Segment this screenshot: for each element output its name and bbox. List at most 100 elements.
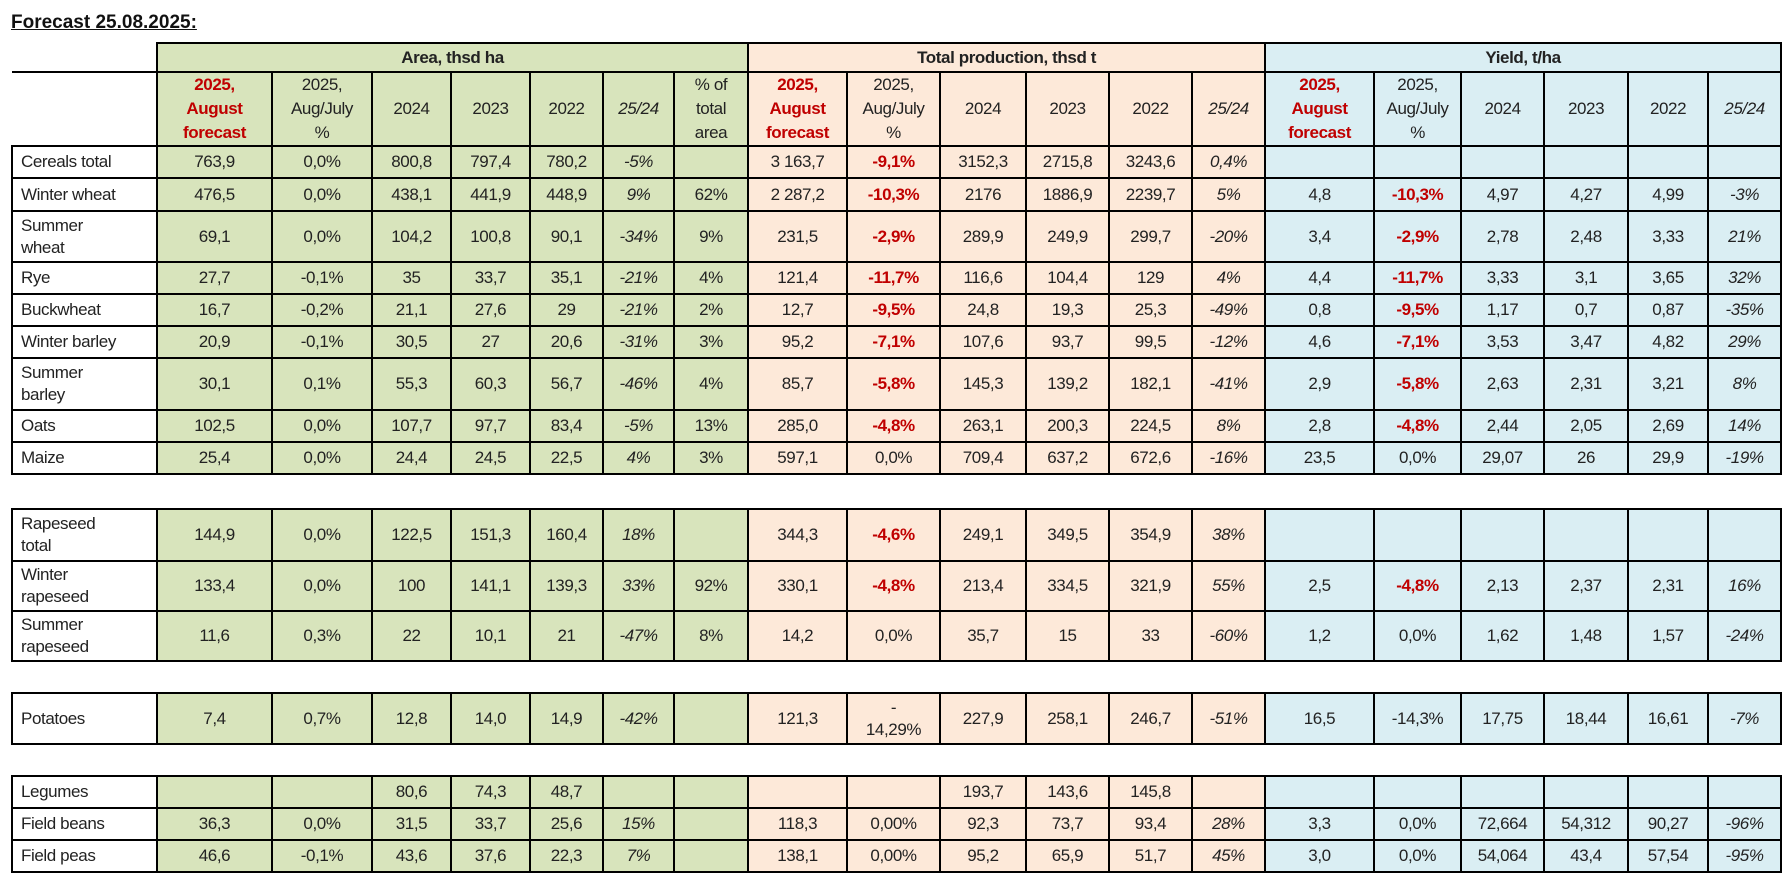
yield-cell: 2,31 xyxy=(1627,560,1709,612)
production-cell: 14,2 xyxy=(747,610,848,662)
area-cell: 800,8 xyxy=(371,145,452,179)
production-cell: 25,3 xyxy=(1108,293,1194,327)
area-cell: 0,0% xyxy=(271,177,373,212)
production-cell: 709,4 xyxy=(939,441,1028,475)
area-cell xyxy=(271,775,373,809)
area-cell: 2% xyxy=(672,293,750,327)
yield-cell xyxy=(1627,775,1709,809)
column-header-area: 25/24 xyxy=(602,71,675,147)
yield-cell xyxy=(1543,775,1629,809)
production-cell: 2715,8 xyxy=(1025,145,1111,179)
yield-cell xyxy=(1264,145,1376,179)
yield-cell: 16% xyxy=(1707,560,1782,612)
area-cell: 27,7 xyxy=(156,261,273,295)
yield-cell xyxy=(1627,145,1710,179)
production-cell: 51,7 xyxy=(1108,839,1193,873)
column-header-yield: 2022 xyxy=(1627,71,1710,147)
table-row: Winter barley 20,9 -0,1% 30,5 27 20,6 -31% 3% 95… xyxy=(11,325,1783,359)
area-cell: 97,7 xyxy=(450,409,531,443)
production-cell: 145,3 xyxy=(939,357,1028,411)
area-cell: 141,1 xyxy=(450,560,531,612)
yield-cell: 2,13 xyxy=(1460,560,1545,612)
area-cell: 4% xyxy=(672,357,750,411)
production-cell: 354,9 xyxy=(1108,508,1193,562)
production-cell: 289,9 xyxy=(939,210,1028,263)
production-cell: - 14,29% xyxy=(846,692,941,745)
column-header-area: 2023 xyxy=(450,71,531,147)
area-cell: 24,4 xyxy=(371,441,452,475)
yield-cell: 8% xyxy=(1707,357,1783,411)
column-header-yield: 25/24 xyxy=(1707,71,1783,147)
production-cell: -7,1% xyxy=(846,325,942,359)
area-cell: 15% xyxy=(602,807,675,841)
area-cell: -46% xyxy=(602,357,675,411)
yield-cell: 0,87 xyxy=(1627,293,1710,327)
area-cell: 3% xyxy=(672,441,750,475)
data-table-section: Legumes 80,6 74,3 48,7 193,7 143,6 145,8 Field … xyxy=(11,775,1782,873)
column-header-production: 2025, Aug/July % xyxy=(846,71,942,147)
column-header-production: 2024 xyxy=(939,71,1028,147)
production-cell: -9,1% xyxy=(846,145,942,179)
area-cell: -47% xyxy=(602,610,675,662)
yield-cell: 3,33 xyxy=(1627,210,1710,263)
area-cell: 29 xyxy=(529,293,604,327)
production-cell: 3152,3 xyxy=(939,145,1028,179)
production-cell: 85,7 xyxy=(747,357,849,411)
yield-cell: 3,65 xyxy=(1627,261,1710,295)
production-cell: 227,9 xyxy=(939,692,1027,745)
group-header-area: Area, thsd ha xyxy=(155,42,750,73)
production-cell: 2 287,2 xyxy=(747,177,849,212)
yield-cell xyxy=(1373,145,1463,179)
production-cell: 200,3 xyxy=(1025,409,1111,443)
row-label: Winter rapeseed xyxy=(11,560,158,612)
yield-cell xyxy=(1460,508,1545,562)
area-cell: 37,6 xyxy=(450,839,531,873)
area-cell: 35,1 xyxy=(529,261,604,295)
yield-cell: 2,31 xyxy=(1543,357,1630,411)
area-cell: 48,7 xyxy=(529,775,604,809)
yield-cell: 2,48 xyxy=(1543,210,1630,263)
yield-cell: -3% xyxy=(1707,177,1783,212)
production-cell: 2239,7 xyxy=(1108,177,1194,212)
production-cell: -12% xyxy=(1191,325,1267,359)
yield-cell: 4,99 xyxy=(1627,177,1710,212)
production-cell: 246,7 xyxy=(1108,692,1193,745)
yield-cell: 2,44 xyxy=(1460,409,1546,443)
production-cell: 321,9 xyxy=(1108,560,1193,612)
yield-cell: 14% xyxy=(1707,409,1783,443)
production-cell: -4,6% xyxy=(846,508,941,562)
row-label: Summer barley xyxy=(11,357,158,411)
yield-cell xyxy=(1373,508,1462,562)
production-cell: 258,1 xyxy=(1025,692,1110,745)
area-cell: 100,8 xyxy=(450,210,531,263)
production-cell: 55% xyxy=(1191,560,1266,612)
column-header-yield: 2025, Aug/July % xyxy=(1373,71,1463,147)
area-cell: 797,4 xyxy=(450,145,531,179)
yield-cell: -5,8% xyxy=(1373,357,1463,411)
yield-cell: 2,05 xyxy=(1543,409,1630,443)
yield-cell: -19% xyxy=(1707,441,1783,475)
production-cell xyxy=(747,775,848,809)
yield-cell: 0,0% xyxy=(1373,441,1463,475)
yield-cell: 3,3 xyxy=(1264,807,1375,841)
yield-cell: 1,57 xyxy=(1627,610,1709,662)
area-cell: 441,9 xyxy=(450,177,531,212)
group-header-label: Area, thsd ha xyxy=(401,47,504,67)
column-header-production: 25/24 xyxy=(1191,71,1267,147)
production-cell: -10,3% xyxy=(846,177,942,212)
row-label: Summer rapeseed xyxy=(11,610,158,662)
row-label: Field beans xyxy=(11,807,158,841)
production-cell: 92,3 xyxy=(939,807,1027,841)
yield-cell: 90,27 xyxy=(1627,807,1709,841)
area-cell: -31% xyxy=(602,325,675,359)
production-cell: 0,0% xyxy=(846,610,941,662)
production-cell: 99,5 xyxy=(1108,325,1194,359)
area-cell: 30,5 xyxy=(371,325,452,359)
production-cell: 182,1 xyxy=(1108,357,1194,411)
production-cell: 104,4 xyxy=(1025,261,1111,295)
area-cell: 160,4 xyxy=(529,508,604,562)
yield-cell xyxy=(1373,775,1462,809)
yield-cell: 3,4 xyxy=(1264,210,1376,263)
yield-cell: 3,1 xyxy=(1543,261,1630,295)
production-cell: 344,3 xyxy=(747,508,848,562)
